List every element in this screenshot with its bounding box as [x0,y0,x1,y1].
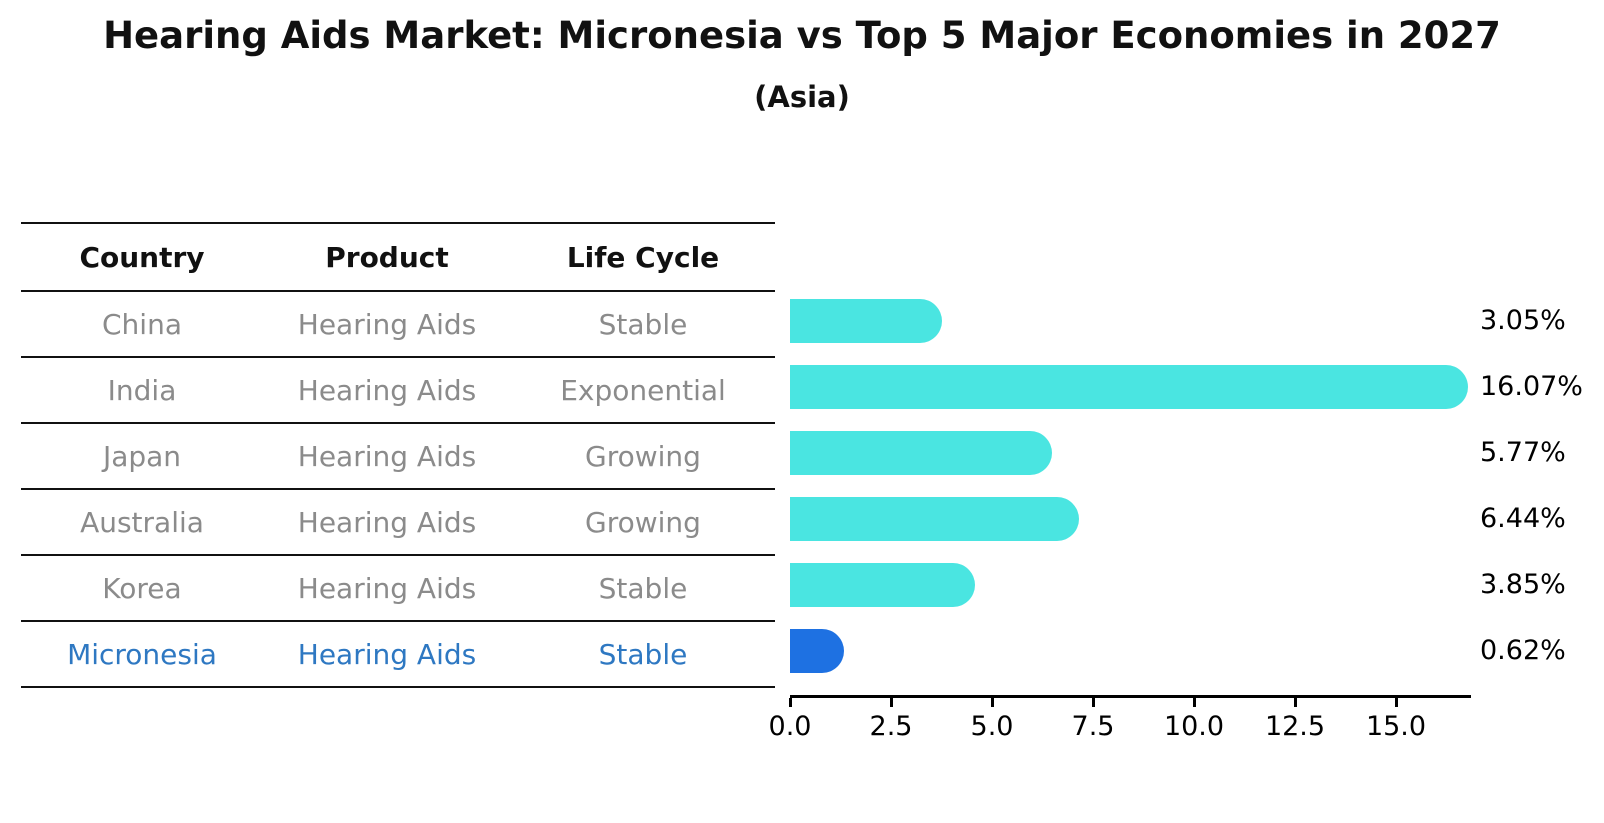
table-cell-country: India [107,373,177,407]
table-row: China Hearing Aids Stable [21,292,775,358]
column-header-country: Country [79,240,205,274]
table-row: Japan Hearing Aids Growing [21,424,775,490]
table-row: India Hearing Aids Exponential [21,358,775,424]
bar-japan [790,431,1052,475]
x-axis-tick [1293,698,1297,707]
bar-value-label: 6.44% [1480,503,1566,534]
table-cell-country: Korea [102,571,182,605]
x-axis-tick [889,698,893,707]
table-row: Korea Hearing Aids Stable [21,556,775,622]
bar-china [790,299,942,343]
table-cell-country: Micronesia [67,637,217,671]
x-axis-tick-label: 0.0 [768,711,812,742]
x-axis-tick-label: 7.5 [1071,711,1115,742]
chart-subtitle: (Asia) [754,80,850,114]
column-header-life-cycle: Life Cycle [566,240,720,274]
bar-india [790,365,1468,409]
table-cell-country: Australia [80,505,204,539]
table-cell-product: Hearing Aids [297,505,477,539]
x-axis-tick [1192,698,1196,707]
bar-korea [790,563,975,607]
table-cell-country: China [102,307,182,341]
table-cell-life-cycle: Growing [585,439,701,473]
table-cell-life-cycle: Stable [598,637,688,671]
data-table: Country Product Life Cycle China Hearing … [21,222,775,688]
column-header-product: Product [325,240,449,274]
table-cell-product: Hearing Aids [297,373,477,407]
table-cell-product: Hearing Aids [297,637,477,671]
x-axis-tick-label: 2.5 [869,711,913,742]
table-row: Micronesia Hearing Aids Stable [21,622,775,688]
x-axis-tick [990,698,994,707]
table-cell-life-cycle: Exponential [560,373,726,407]
table-cell-life-cycle: Stable [598,307,688,341]
x-axis-tick-label: 15.0 [1365,711,1427,742]
table-cell-life-cycle: Growing [585,505,701,539]
table-row: Australia Hearing Aids Growing [21,490,775,556]
table-header-row: Country Product Life Cycle [21,222,775,292]
table-cell-life-cycle: Stable [598,571,688,605]
x-axis-tick-label: 10.0 [1163,711,1225,742]
bar-value-label: 0.62% [1480,635,1566,666]
bar-value-label: 3.05% [1480,305,1566,336]
table-cell-product: Hearing Aids [297,307,477,341]
chart-title: Hearing Aids Market: Micronesia vs Top 5… [103,14,1501,57]
bar-micronesia [790,629,844,673]
bar-value-label: 5.77% [1480,437,1566,468]
table-cell-country: Japan [102,439,182,473]
table-body: China Hearing Aids Stable India Hearing Aids… [21,292,775,688]
table-cell-product: Hearing Aids [297,571,477,605]
x-axis-line [790,695,1471,698]
table-cell-product: Hearing Aids [297,439,477,473]
x-axis-tick [1091,698,1095,707]
x-axis-tick-label: 5.0 [970,711,1014,742]
bar-value-label: 3.85% [1480,569,1566,600]
bar-australia [790,497,1079,541]
x-axis-tick-label: 12.5 [1264,711,1326,742]
x-axis-tick [788,698,792,707]
x-axis-tick [1394,698,1398,707]
bar-value-label: 16.07% [1480,371,1583,402]
